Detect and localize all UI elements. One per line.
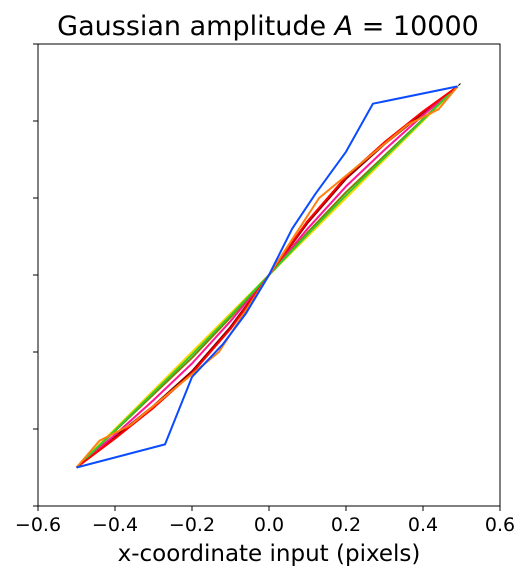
x-tick-label: 0.0 bbox=[254, 514, 284, 536]
series-line-7 bbox=[76, 85, 458, 469]
x-tick-label: 0.4 bbox=[408, 514, 438, 536]
chart-title: Gaussian amplitude A = 10000 bbox=[57, 11, 479, 42]
x-axis: −0.6 −0.4 −0.2 0.0 0.2 0.4 0.6 bbox=[15, 506, 515, 536]
x-tick-label: −0.6 bbox=[15, 514, 61, 536]
x-axis-label: x-coordinate input (pixels) bbox=[118, 541, 421, 567]
chart-title-prefix: Gaussian amplitude bbox=[57, 11, 334, 42]
y-axis bbox=[33, 43, 38, 507]
plot-lines bbox=[75, 82, 462, 469]
chart-title-variable: A bbox=[333, 11, 353, 42]
x-tick-label: −0.4 bbox=[92, 514, 138, 536]
x-tick-label: 0.6 bbox=[485, 514, 515, 536]
x-tick-label: −0.2 bbox=[169, 514, 215, 536]
x-tick-label: 0.2 bbox=[331, 514, 361, 536]
chart-title-suffix: = 10000 bbox=[353, 11, 479, 42]
